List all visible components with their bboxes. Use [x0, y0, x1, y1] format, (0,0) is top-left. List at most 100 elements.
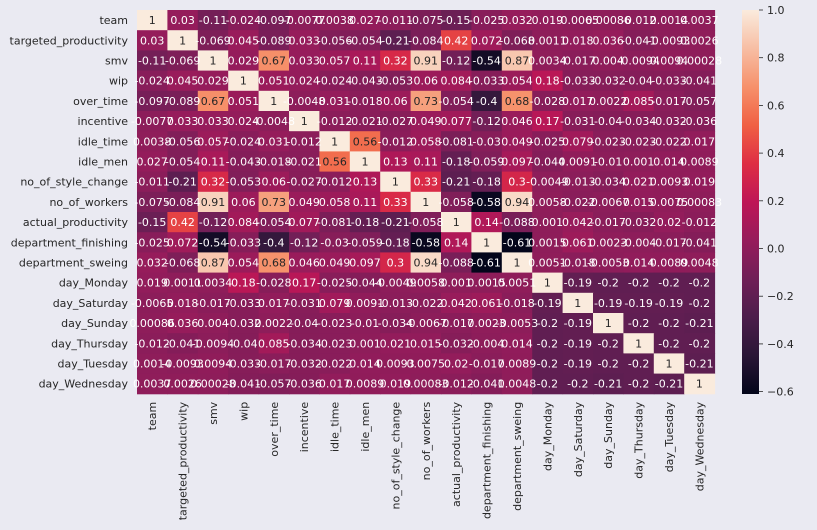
- heatmap-cell-label: 0.046: [501, 115, 533, 128]
- heatmap-cell-label: 0.0058: [407, 277, 446, 290]
- heatmap-cell-label: 0.019: [684, 176, 716, 189]
- heatmap-cell-label: -0.059: [347, 236, 382, 249]
- heatmap-cell-label: 0.017: [258, 297, 290, 310]
- heatmap-cell: [319, 30, 351, 51]
- heatmap-cell: [653, 50, 685, 72]
- heatmap-cell: [593, 212, 624, 233]
- heatmap-cell-label: -0.0093: [161, 358, 203, 371]
- heatmap-cell: [258, 131, 290, 152]
- heatmap-cell-label: -0.032: [651, 115, 686, 128]
- heatmap-cell-label: -0.032: [438, 337, 473, 350]
- heatmap-cell: [501, 111, 533, 132]
- heatmap-cell-label: 0.015: [410, 337, 442, 350]
- heatmap-cell: [653, 70, 685, 92]
- heatmap-cell-label: 0.058: [319, 196, 351, 209]
- heatmap-cell: [319, 252, 351, 274]
- heatmap-cell: [167, 232, 199, 253]
- heatmap-cell: [501, 50, 533, 72]
- heatmap-cell-label: 0.049: [410, 115, 442, 128]
- heatmap-cell-label: 0.68: [262, 257, 287, 270]
- heatmap-cell: [319, 353, 351, 375]
- heatmap-cell-label: -0.18: [381, 236, 409, 249]
- heatmap-cell-label: -0.021: [286, 156, 321, 169]
- heatmap-cell: [653, 232, 685, 253]
- x-axis-tick-labels: team targeted_productivity smv wip over_time…: [146, 401, 706, 520]
- heatmap-cell-label: -0.0067: [587, 196, 629, 209]
- heatmap-cell: [410, 90, 442, 112]
- heatmap-cell-label: 0.042: [562, 216, 594, 229]
- heatmap-cell-label: 1: [210, 55, 217, 68]
- heatmap-cell: [349, 333, 381, 354]
- heatmap-cell: [562, 292, 594, 314]
- heatmap-cell: [380, 191, 412, 213]
- heatmap-cell-label: -0.054: [347, 34, 382, 47]
- heatmap-cell: [197, 50, 229, 72]
- heatmap-cell: [471, 191, 503, 213]
- heatmap-cell: [197, 272, 229, 294]
- heatmap-cell: [562, 50, 594, 72]
- heatmap-cell: [289, 131, 320, 152]
- heatmap-cell: [471, 70, 503, 92]
- heatmap-cell: [289, 313, 320, 334]
- heatmap-cell: [623, 90, 655, 112]
- heatmap-cell: [593, 232, 624, 253]
- heatmap-cell-label: -0.61: [503, 236, 531, 249]
- heatmap-cell-label: 0.015: [623, 196, 655, 209]
- x-tick-label: day_Saturday: [572, 401, 585, 477]
- heatmap-cell-label: -0.012: [682, 216, 717, 229]
- heatmap-cell: [319, 151, 351, 173]
- heatmap-cell: [471, 111, 503, 132]
- heatmap-cell: [410, 353, 442, 375]
- heatmap-cell: [623, 333, 655, 354]
- heatmap-cell-label: 0.0026: [163, 378, 202, 391]
- heatmap-cell-label: -0.032: [286, 358, 321, 371]
- heatmap-cell-label: 0.024: [228, 115, 260, 128]
- heatmap-cell-label: -0.097: [256, 14, 291, 27]
- heatmap-cell: [289, 212, 320, 233]
- heatmap-cell-label: -0.12: [472, 115, 500, 128]
- heatmap-cell-label: 0.0037: [680, 14, 719, 27]
- heatmap-cell-label: -0.012: [317, 176, 352, 189]
- heatmap-cell-label: 0.004: [592, 55, 624, 68]
- heatmap-cell: [593, 373, 624, 395]
- heatmap-cell-label: -0.54: [199, 236, 227, 249]
- heatmap-cell: [197, 353, 229, 375]
- heatmap-cell: [532, 313, 564, 334]
- colorbar-tick-label: −0.2: [767, 290, 794, 303]
- heatmap-cell: [380, 171, 412, 193]
- heatmap-cell: [684, 30, 716, 51]
- heatmap-cell: [593, 313, 624, 334]
- heatmap-cell: [684, 111, 716, 132]
- heatmap-cell-label: -0.054: [165, 156, 200, 169]
- heatmap-cell: [562, 191, 594, 213]
- heatmap-cell: [167, 252, 199, 274]
- heatmap-cell: [562, 151, 594, 173]
- heatmap-cell: [532, 151, 564, 173]
- heatmap-cell: [501, 252, 533, 274]
- heatmap-cell: [410, 292, 442, 314]
- heatmap-cell-label: -0.041: [621, 34, 656, 47]
- heatmap-cell: [380, 272, 412, 294]
- heatmap-cell-label: -0.21: [381, 34, 409, 47]
- heatmap-cell-label: -0.15: [442, 14, 470, 27]
- heatmap-cell: [684, 50, 716, 72]
- heatmap-cell: [623, 50, 655, 72]
- heatmap-cell: [562, 232, 594, 253]
- heatmap-cell: [501, 232, 533, 253]
- heatmap-cell-label: 0.049: [288, 196, 320, 209]
- heatmap-cell-label: 0.0011: [163, 277, 202, 290]
- heatmap-cell: [593, 111, 624, 132]
- heatmap-cell: [349, 50, 381, 72]
- heatmap-cell-label: -0.15: [138, 216, 166, 229]
- heatmap-cell-label: 0.68: [505, 95, 530, 108]
- heatmap-cell: [319, 191, 351, 213]
- heatmap-cell-label: -0.2: [658, 337, 679, 350]
- colorbar-tick-label: 0.0: [767, 243, 785, 256]
- heatmap-cell: [410, 50, 442, 72]
- x-tick-label: smv: [207, 401, 220, 424]
- heatmap-cell: [441, 151, 472, 173]
- heatmap-cell: [653, 30, 685, 51]
- heatmap-cell: [289, 353, 320, 375]
- heatmap-cell-label: -0.012: [317, 115, 352, 128]
- heatmap-cell-label: -0.033: [226, 358, 261, 371]
